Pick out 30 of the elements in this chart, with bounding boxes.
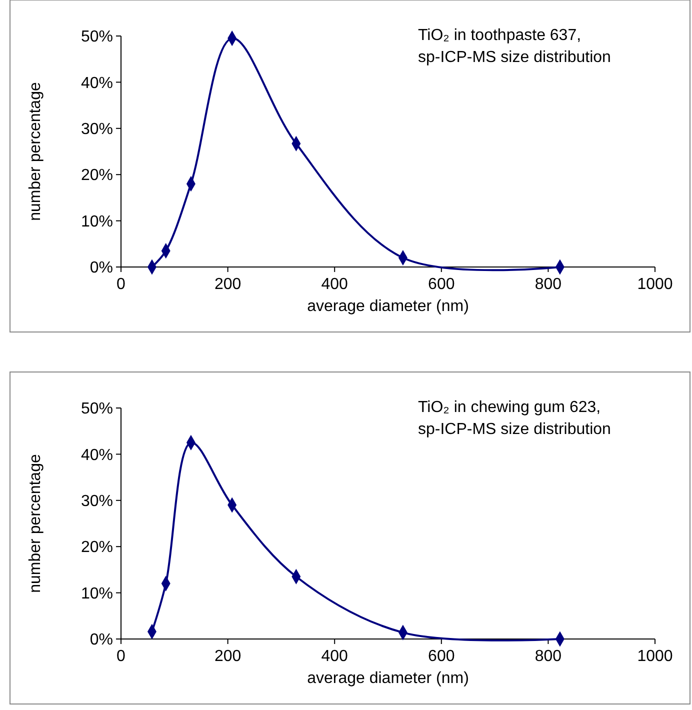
annotation: TiO₂ in toothpaste 637, sp-ICP-MS size distribution <box>418 27 611 66</box>
y-tick-label: 30% <box>80 121 113 138</box>
y-tick-label: 10% <box>80 585 113 602</box>
y-tick-label: 40% <box>80 74 113 92</box>
x-tick-label: 600 <box>428 648 455 665</box>
x-tick-label: 800 <box>534 276 562 293</box>
y-tick-label: 10% <box>80 213 113 230</box>
x-axis-title: average diameter (nm) <box>307 298 469 315</box>
x-axis-title: average diameter (nm) <box>307 670 469 687</box>
x-tick-label: 200 <box>214 276 242 293</box>
x-tick-label: 0 <box>116 648 126 665</box>
x-tick-label: 0 <box>116 276 126 293</box>
x-tick-label: 600 <box>428 276 455 293</box>
x-tick-label: 800 <box>534 648 562 665</box>
y-tick-label: 30% <box>80 493 113 510</box>
x-tick-label: 400 <box>321 276 348 293</box>
x-tick-label: 1000 <box>637 276 673 293</box>
y-tick-label: 40% <box>80 446 113 464</box>
x-tick-label: 200 <box>214 648 242 665</box>
y-tick-label: 0% <box>90 260 113 277</box>
annotation: TiO₂ in chewing gum 623, sp-ICP-MS size distribution <box>418 399 611 438</box>
x-tick-label: 400 <box>321 648 348 665</box>
y-tick-label: 20% <box>80 167 113 184</box>
y-tick-label: 20% <box>80 539 113 556</box>
y-axis-title: number percentage <box>27 454 44 593</box>
y-tick-label: 50% <box>80 28 113 46</box>
y-tick-label: 0% <box>90 632 113 649</box>
x-tick-label: 1000 <box>637 648 673 665</box>
y-axis-title: number percentage <box>27 82 44 221</box>
y-tick-label: 50% <box>80 400 113 418</box>
